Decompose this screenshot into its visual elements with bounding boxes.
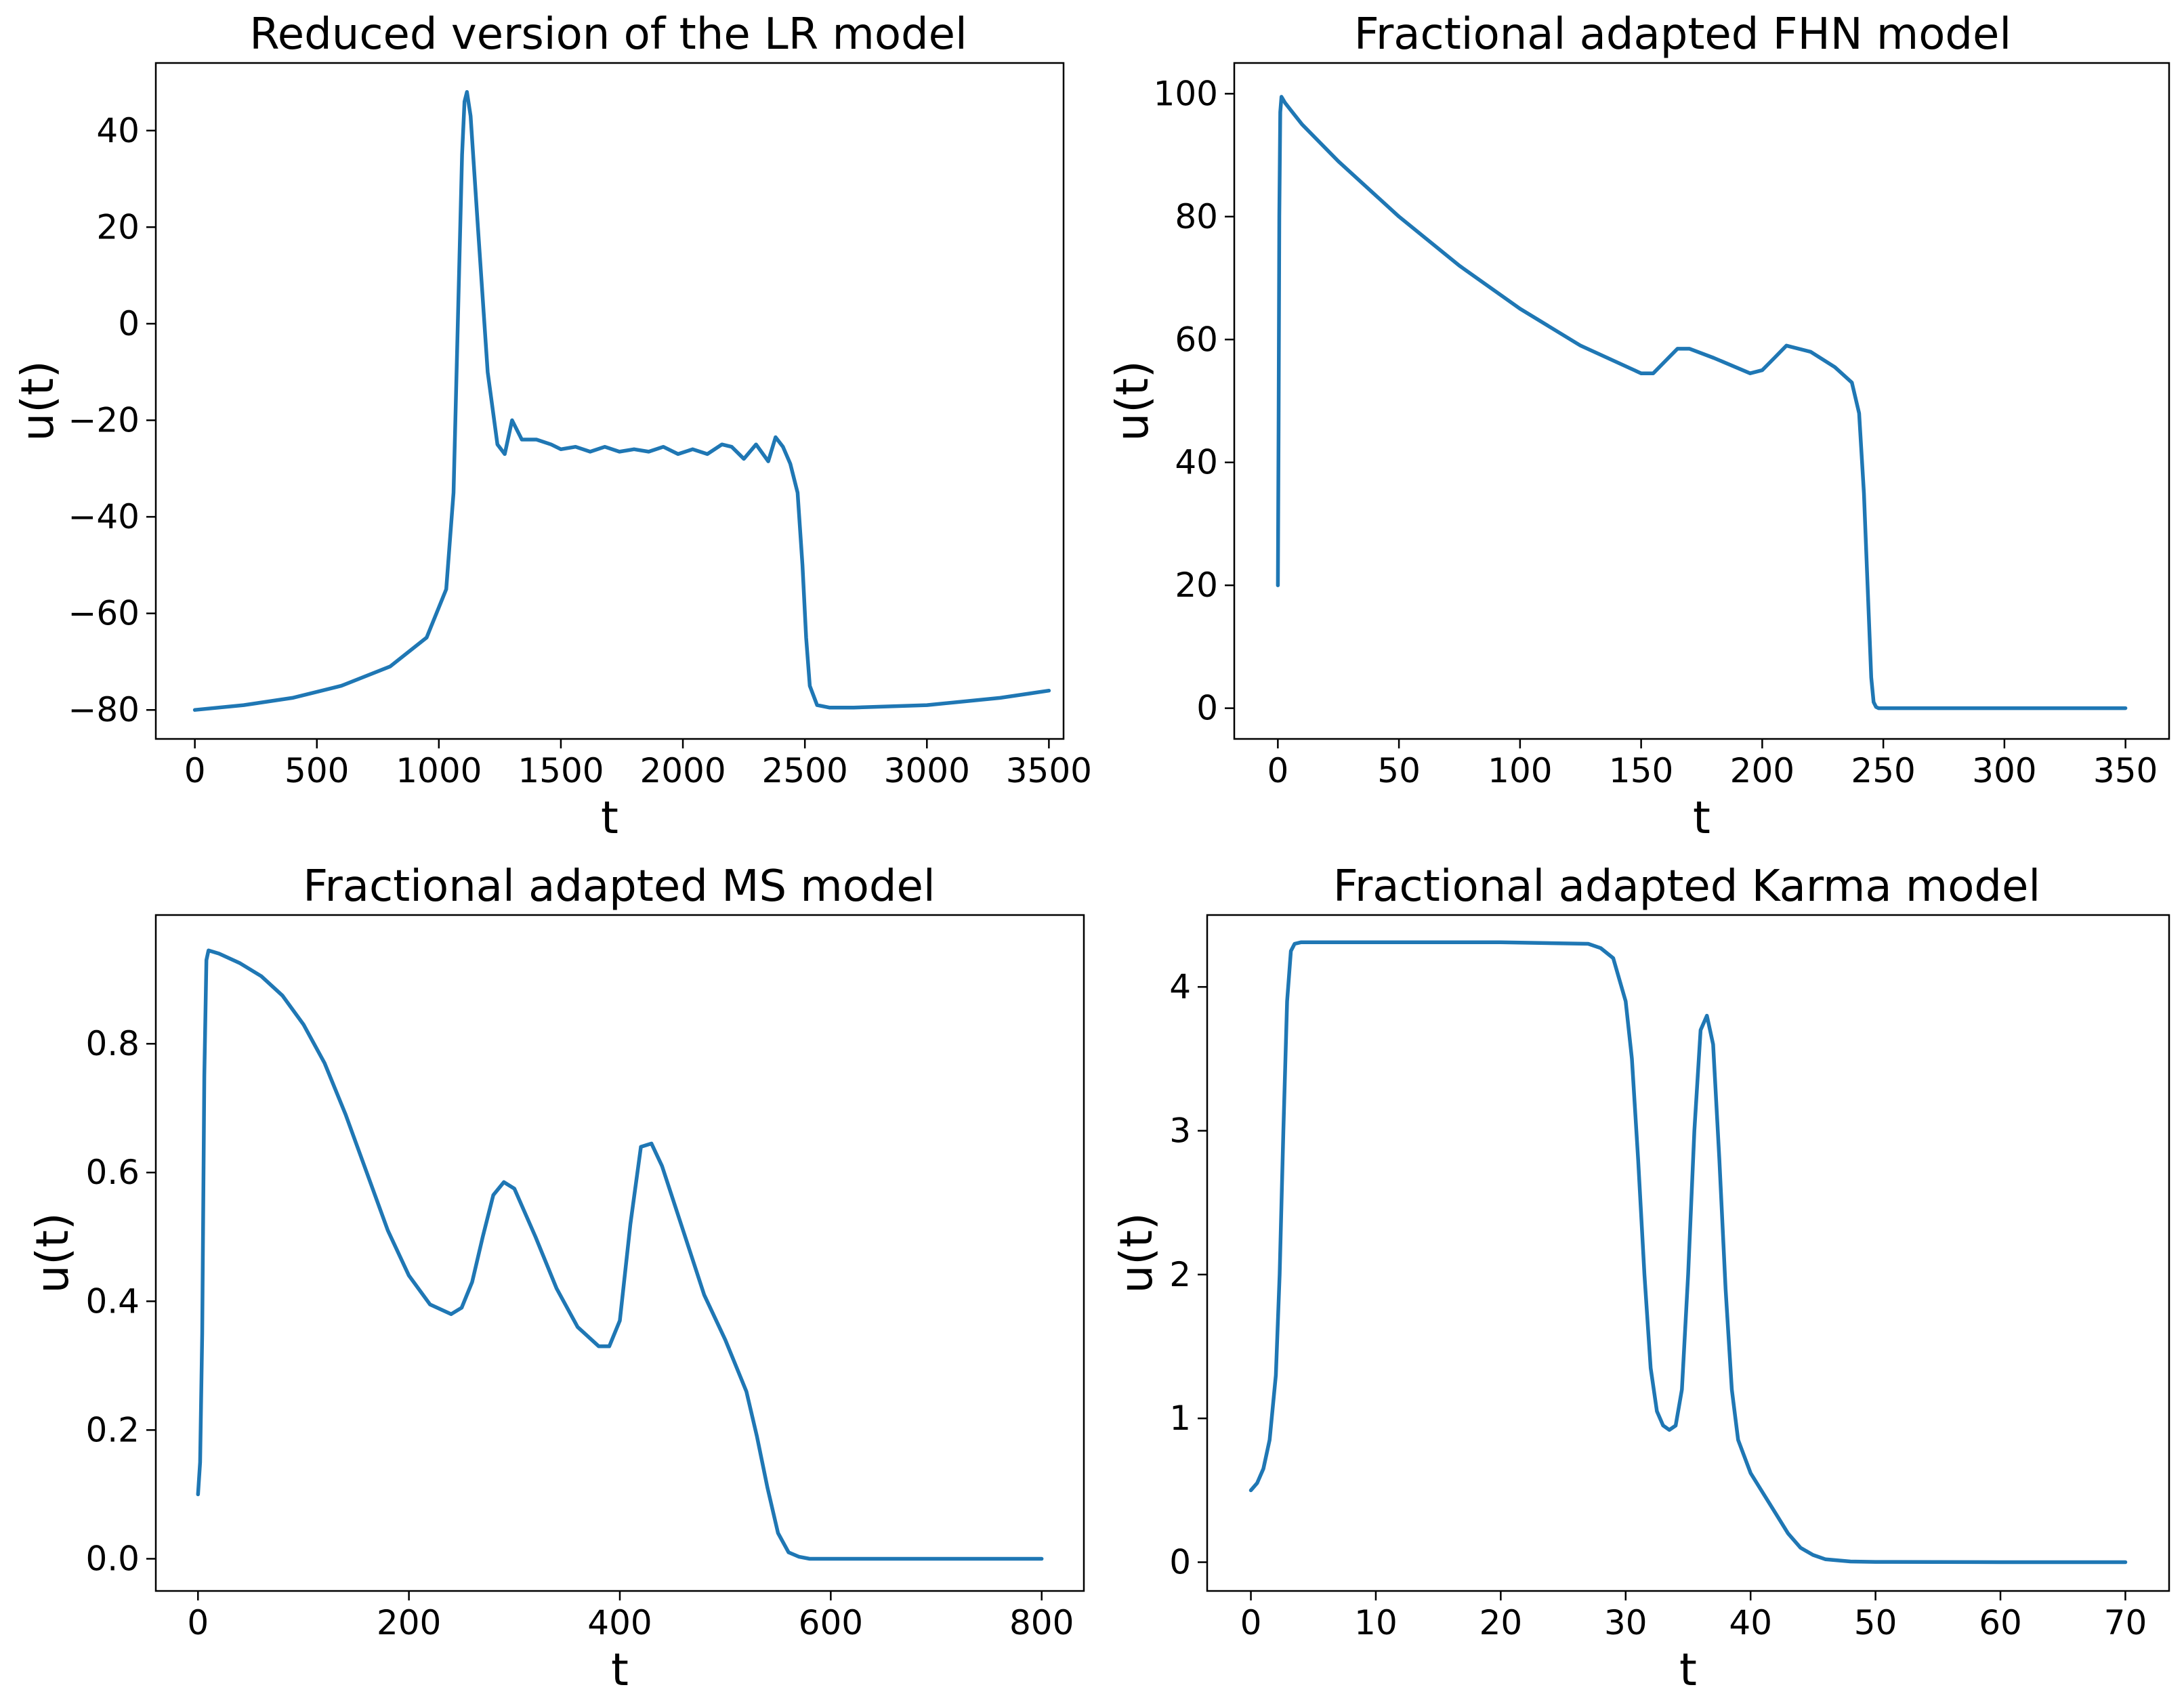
x-axis-label: t (1693, 792, 1710, 844)
y-tick-label: −20 (68, 401, 140, 440)
tick-marks: 0 500 1000 1500 2000 2500 3000 3500 −80 −60 −40 −20… (68, 111, 1092, 790)
x-tick-label: 300 (1972, 751, 2036, 790)
y-tick-label: 4 (1169, 967, 1191, 1006)
x-tick-label: 3000 (884, 751, 970, 790)
y-axis-label: u(t) (1110, 1212, 1162, 1293)
x-tick-label: 200 (1730, 751, 1794, 790)
y-tick-label: 0.8 (85, 1024, 140, 1063)
y-tick-label: 60 (1175, 320, 1218, 359)
chart-title: Fractional adapted FHN model (1354, 9, 2011, 60)
plot-area (1233, 62, 2170, 740)
y-tick-label: 0.0 (85, 1539, 140, 1578)
x-tick-label: 150 (1609, 751, 1673, 790)
y-tick-label: 1 (1169, 1399, 1191, 1438)
x-tick-label: 200 (377, 1603, 441, 1642)
x-axis-label: t (601, 792, 618, 844)
y-tick-label: −80 (68, 690, 140, 729)
x-tick-label: 1500 (518, 751, 604, 790)
y-tick-label: 0 (1196, 689, 1218, 728)
y-tick-label: 3 (1169, 1111, 1191, 1151)
y-tick-label: −60 (68, 594, 140, 633)
y-tick-label: 20 (96, 207, 140, 247)
y-tick-label: 80 (1175, 197, 1218, 236)
tick-marks: 0 10 20 30 40 50 60 70 0 1 2 3 4 (1169, 967, 2147, 1642)
x-tick-label: 50 (1377, 751, 1421, 790)
x-tick-label: 0 (184, 751, 206, 790)
plot-area (1206, 914, 2170, 1592)
y-tick-label: 0 (118, 304, 140, 343)
x-tick-label: 3500 (1006, 751, 1092, 790)
y-axis-label: u(t) (12, 360, 64, 441)
subplot-lr-model: Reduced version of the LR model t u(t) 0… (12, 9, 1092, 844)
chart-title: Reduced version of the LR model (249, 9, 967, 60)
y-tick-label: 100 (1154, 74, 1218, 113)
tick-marks: 0 50 100 150 200 250 300 350 0 20 40 60 80 100 (1154, 74, 2158, 790)
y-tick-label: 40 (1175, 443, 1218, 482)
chart-title: Fractional adapted Karma model (1333, 862, 2040, 912)
x-tick-label: 70 (2104, 1603, 2147, 1642)
y-tick-label: 0.4 (85, 1281, 140, 1321)
y-tick-label: 0.2 (85, 1410, 140, 1449)
plot-area (154, 62, 1065, 740)
series-group (196, 948, 1044, 1561)
y-tick-label: 0.6 (85, 1153, 140, 1192)
x-tick-label: 10 (1354, 1603, 1398, 1642)
series-line (1276, 95, 2128, 710)
x-tick-label: 0 (1240, 1603, 1262, 1642)
y-tick-label: 0 (1169, 1543, 1191, 1582)
chart-title: Fractional adapted MS model (303, 862, 935, 912)
x-axis-label: t (1679, 1644, 1697, 1696)
x-axis-label: t (611, 1644, 629, 1696)
x-tick-label: 1000 (396, 751, 482, 790)
x-tick-label: 20 (1479, 1603, 1523, 1642)
x-tick-label: 2000 (639, 751, 726, 790)
series-line (192, 90, 1051, 712)
x-tick-label: 0 (1267, 751, 1288, 790)
y-tick-label: 20 (1175, 566, 1218, 605)
subplot-ms-model: Fractional adapted MS model t u(t) 0 200 4… (26, 862, 1085, 1696)
y-tick-label: 40 (96, 111, 140, 150)
x-tick-label: 250 (1851, 751, 1915, 790)
y-tick-label: −40 (68, 497, 140, 536)
x-tick-label: 50 (1854, 1603, 1897, 1642)
x-tick-label: 100 (1488, 751, 1552, 790)
series-line (196, 948, 1044, 1561)
x-tick-label: 30 (1604, 1603, 1647, 1642)
x-tick-label: 350 (2093, 751, 2158, 790)
x-tick-label: 500 (285, 751, 349, 790)
subplot-karma-model: Fractional adapted Karma model t u(t) 0 1… (1110, 862, 2170, 1696)
y-axis-label: u(t) (1106, 360, 1158, 441)
series-group (192, 90, 1051, 712)
x-tick-label: 40 (1729, 1603, 1772, 1642)
series-group (1276, 95, 2128, 710)
x-tick-label: 60 (1979, 1603, 2022, 1642)
y-axis-label: u(t) (26, 1212, 79, 1293)
subplot-fhn-model: Fractional adapted FHN model t u(t) 0 50 1… (1106, 9, 2170, 844)
x-tick-label: 400 (587, 1603, 652, 1642)
series-group (1248, 940, 2128, 1565)
x-tick-label: 600 (799, 1603, 863, 1642)
tick-marks: 0 200 400 600 800 0.0 0.2 0.4 0.6 0.8 (85, 1024, 1074, 1642)
x-tick-label: 0 (187, 1603, 209, 1642)
y-tick-label: 2 (1169, 1255, 1191, 1294)
x-tick-label: 2500 (762, 751, 848, 790)
x-tick-label: 800 (1009, 1603, 1074, 1642)
series-line (1248, 940, 2128, 1565)
